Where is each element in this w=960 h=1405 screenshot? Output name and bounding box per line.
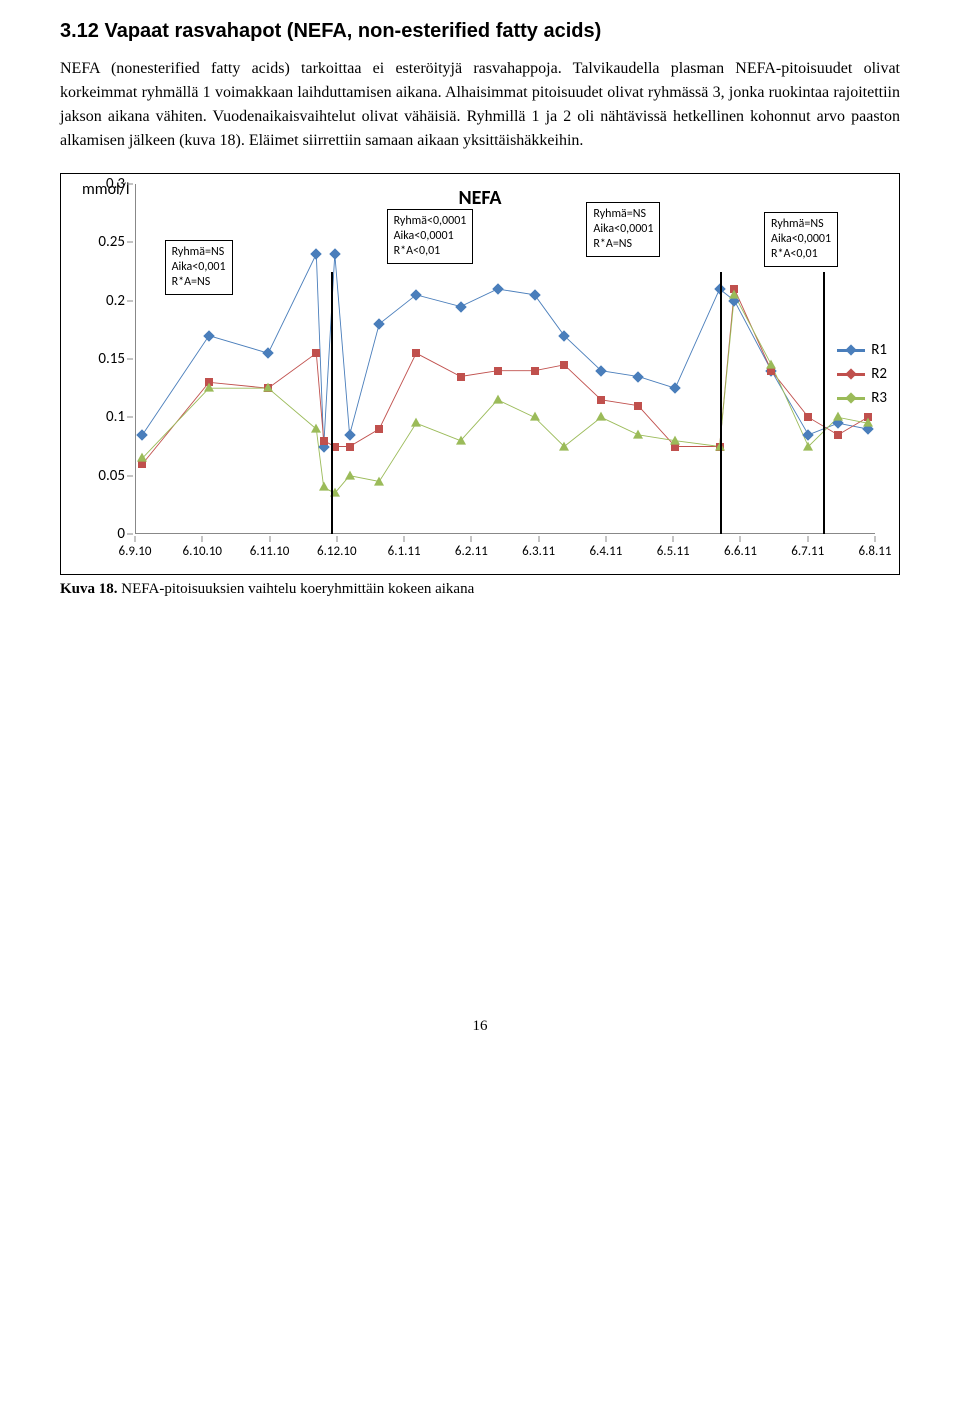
x-tick-label: 6.3.11 bbox=[522, 544, 555, 559]
marker-R3 bbox=[493, 394, 503, 403]
marker-R3 bbox=[729, 289, 739, 298]
section-heading: 3.12 Vapaat rasvahapot (NEFA, non-esteri… bbox=[60, 20, 900, 43]
nefa-chart-frame: mmol/l NEFA 00.050.10.150.20.250.3 Ryhmä… bbox=[60, 173, 900, 575]
marker-R3 bbox=[863, 418, 873, 427]
marker-R2 bbox=[375, 425, 383, 433]
marker-R1 bbox=[203, 330, 214, 341]
marker-R1 bbox=[596, 365, 607, 376]
marker-R2 bbox=[804, 413, 812, 421]
marker-R1 bbox=[455, 301, 466, 312]
x-tick-label: 6.10.10 bbox=[183, 544, 223, 559]
marker-R3 bbox=[319, 482, 329, 491]
y-tick-label: 0.15 bbox=[98, 350, 125, 368]
body-paragraph: NEFA (nonesterified fatty acids) tarkoit… bbox=[60, 57, 900, 153]
x-axis: 6.9.106.10.106.11.106.12.106.1.116.2.116… bbox=[135, 536, 875, 564]
marker-R2 bbox=[634, 402, 642, 410]
marker-R3 bbox=[670, 435, 680, 444]
marker-R3 bbox=[633, 429, 643, 438]
marker-R3 bbox=[803, 441, 813, 450]
marker-R3 bbox=[766, 359, 776, 368]
marker-R1 bbox=[374, 318, 385, 329]
nefa-chart: mmol/l NEFA 00.050.10.150.20.250.3 Ryhmä… bbox=[75, 184, 885, 564]
legend-item: R1 bbox=[837, 341, 887, 359]
marker-R1 bbox=[492, 283, 503, 294]
x-tick-label: 6.7.11 bbox=[791, 544, 824, 559]
x-tick-label: 6.5.11 bbox=[657, 544, 690, 559]
period-separator bbox=[331, 272, 333, 535]
x-tick-label: 6.2.11 bbox=[455, 544, 488, 559]
marker-R2 bbox=[494, 367, 502, 375]
page-number: 16 bbox=[60, 1018, 900, 1035]
marker-R3 bbox=[204, 383, 214, 392]
y-tick-label: 0.3 bbox=[106, 175, 125, 193]
figure-caption: Kuva 18. NEFA-pitoisuuksien vaihtelu koe… bbox=[60, 581, 900, 598]
x-tick-label: 6.12.10 bbox=[317, 544, 357, 559]
marker-R2 bbox=[560, 361, 568, 369]
x-tick-label: 6.9.10 bbox=[119, 544, 152, 559]
marker-R2 bbox=[320, 437, 328, 445]
x-tick-label: 6.8.11 bbox=[859, 544, 892, 559]
marker-R1 bbox=[670, 382, 681, 393]
marker-R1 bbox=[411, 289, 422, 300]
marker-R2 bbox=[597, 396, 605, 404]
marker-R3 bbox=[530, 412, 540, 421]
marker-R3 bbox=[137, 453, 147, 462]
marker-R2 bbox=[457, 373, 465, 381]
marker-R1 bbox=[803, 429, 814, 440]
stats-annotation: Ryhmä=NSAika<0,0001R*A=NS bbox=[586, 202, 660, 257]
marker-R3 bbox=[311, 424, 321, 433]
x-tick-label: 6.4.11 bbox=[589, 544, 622, 559]
marker-R1 bbox=[559, 330, 570, 341]
marker-R2 bbox=[312, 349, 320, 357]
y-tick-label: 0.25 bbox=[98, 233, 125, 251]
marker-R3 bbox=[559, 441, 569, 450]
period-separator bbox=[823, 272, 825, 535]
y-tick-label: 0 bbox=[117, 525, 125, 543]
legend-item: R2 bbox=[837, 365, 887, 383]
plot-area: Ryhmä=NSAika<0,001R*A=NS Ryhmä<0,0001Aika… bbox=[135, 184, 875, 534]
y-tick-label: 0.1 bbox=[106, 408, 125, 426]
stats-annotation: Ryhmä=NSAika<0,001R*A=NS bbox=[165, 240, 233, 295]
marker-R3 bbox=[833, 412, 843, 421]
stats-annotation: Ryhmä<0,0001Aika<0,0001R*A<0,01 bbox=[387, 209, 474, 264]
marker-R2 bbox=[412, 349, 420, 357]
marker-R3 bbox=[411, 418, 421, 427]
legend-item: R3 bbox=[837, 389, 887, 407]
marker-R1 bbox=[529, 289, 540, 300]
period-separator bbox=[720, 272, 722, 535]
y-axis: 00.050.10.150.20.250.3 bbox=[75, 184, 133, 534]
marker-R2 bbox=[346, 443, 354, 451]
marker-R3 bbox=[596, 412, 606, 421]
chart-legend: R1 R2 R3 bbox=[837, 335, 887, 413]
stats-annotation: Ryhmä=NSAika<0,0001R*A<0,01 bbox=[764, 212, 838, 267]
marker-R3 bbox=[345, 470, 355, 479]
marker-R1 bbox=[263, 347, 274, 358]
y-tick-label: 0.05 bbox=[98, 467, 125, 485]
marker-R3 bbox=[456, 435, 466, 444]
marker-R1 bbox=[344, 429, 355, 440]
x-tick-label: 6.11.10 bbox=[250, 544, 290, 559]
y-tick-label: 0.2 bbox=[106, 292, 125, 310]
marker-R1 bbox=[137, 429, 148, 440]
marker-R1 bbox=[633, 371, 644, 382]
marker-R2 bbox=[531, 367, 539, 375]
marker-R3 bbox=[263, 383, 273, 392]
marker-R2 bbox=[834, 431, 842, 439]
x-tick-label: 6.6.11 bbox=[724, 544, 757, 559]
x-tick-label: 6.1.11 bbox=[388, 544, 421, 559]
marker-R3 bbox=[374, 476, 384, 485]
marker-R1 bbox=[311, 248, 322, 259]
marker-R1 bbox=[329, 248, 340, 259]
